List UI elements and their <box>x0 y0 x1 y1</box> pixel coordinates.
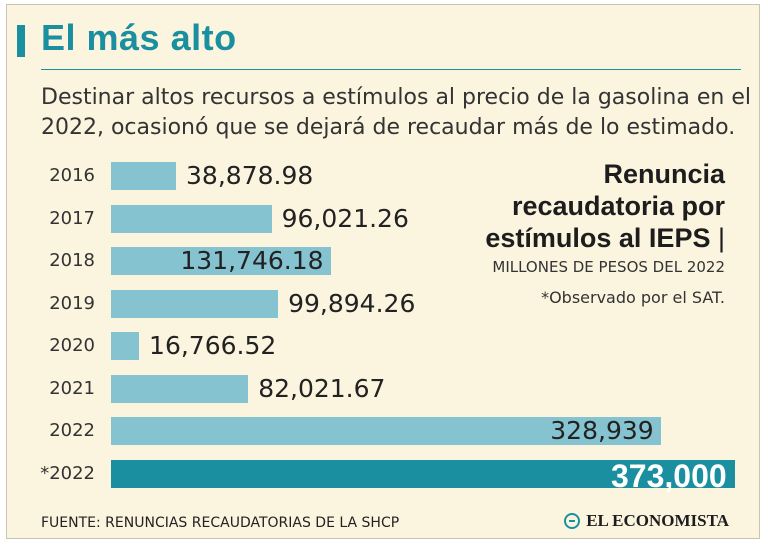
page-subtitle: Destinar altos recursos a estímulos al p… <box>41 85 751 140</box>
data-label: 38,878.98 <box>186 161 314 190</box>
data-label: 82,021.67 <box>258 373 386 403</box>
data-label: 16,766.52 <box>149 331 277 360</box>
y-tick-label: 2016 <box>49 165 95 186</box>
side-title-separator: | <box>717 223 725 253</box>
bar <box>111 247 332 275</box>
chart-note: *Observado por el SAT. <box>541 288 725 307</box>
y-tick-label: 2022 <box>49 420 95 441</box>
side-title-line-3-text: estímulos al IEPS <box>485 223 711 253</box>
page-title: El más alto <box>41 17 237 58</box>
y-tick-label: 2017 <box>49 207 95 229</box>
chart-side-title: Renuncia recaudatoria por estímulos al I… <box>485 158 725 254</box>
bar <box>111 289 279 318</box>
data-label: 373,000 <box>611 457 727 494</box>
y-tick-label: *2022 <box>40 462 95 484</box>
data-label: 99,894.26 <box>288 288 416 318</box>
bar <box>111 162 177 190</box>
data-label: 328,939 <box>550 416 654 445</box>
bar <box>111 374 249 403</box>
title-accent-bar <box>17 25 25 57</box>
infographic-frame: El más alto Destinar altos recursos a es… <box>6 4 760 539</box>
publisher-logo: EL ECONOMISTA <box>564 511 729 531</box>
title-divider <box>41 69 741 70</box>
data-label: 131,746.18 <box>180 246 324 275</box>
source-note: FUENTE: RENUNCIAS RECAUDATORIAS DE LA SH… <box>41 515 400 531</box>
chart-units: MILLONES DE PESOS DEL 2022 <box>492 258 725 276</box>
y-tick-label: 2019 <box>49 292 95 314</box>
bar <box>111 417 662 445</box>
y-tick-label: 2020 <box>49 335 95 356</box>
side-title-line-1: Renuncia <box>603 159 725 189</box>
bar <box>111 204 272 233</box>
bar <box>111 332 140 360</box>
logo-icon <box>564 513 581 529</box>
y-tick-label: 2021 <box>49 377 95 399</box>
side-title-line-3: estímulos al IEPS | <box>485 222 725 254</box>
side-title-line-2: recaudatoria por <box>511 191 725 221</box>
y-tick-label: 2018 <box>49 250 95 271</box>
logo-text: EL ECONOMISTA <box>586 511 729 530</box>
bar <box>111 459 735 488</box>
data-label: 96,021.26 <box>281 203 409 233</box>
